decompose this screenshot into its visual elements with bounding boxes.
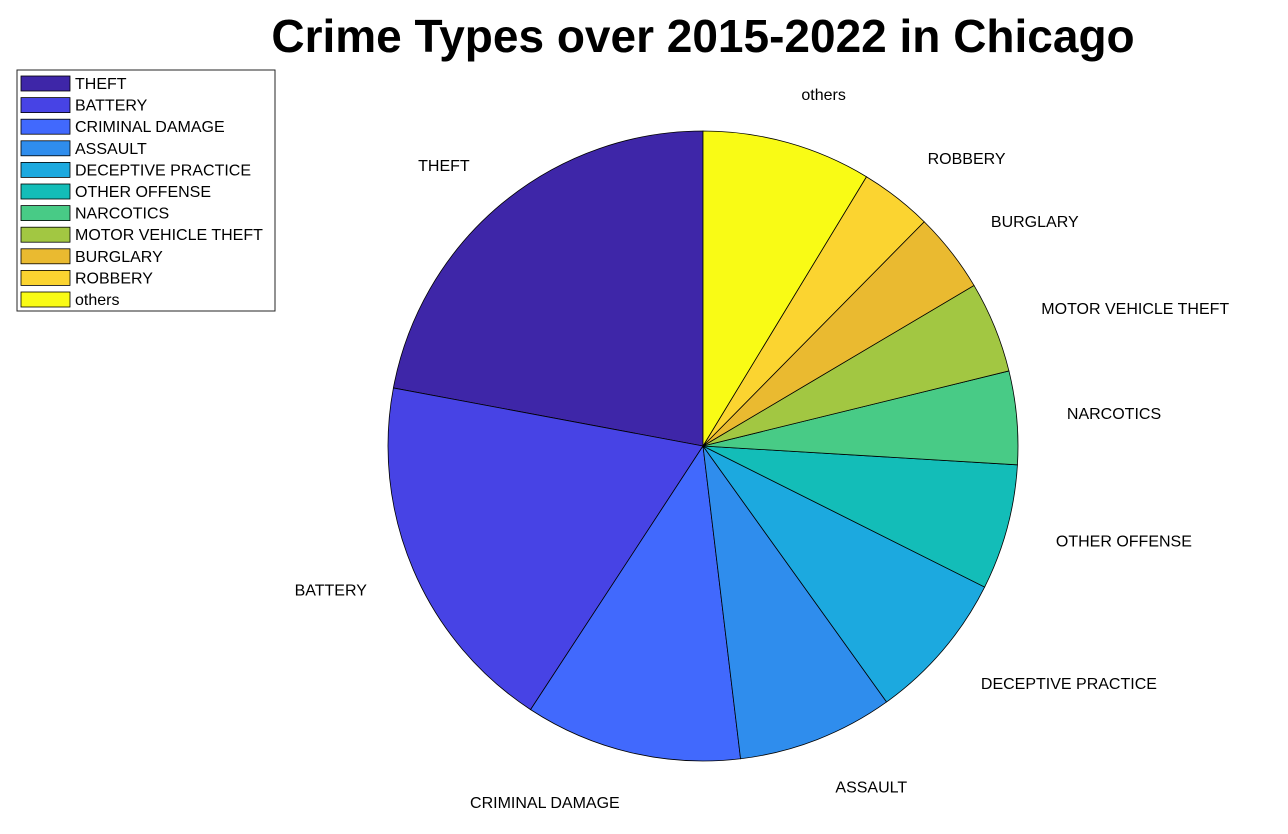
legend-swatch-criminal-damage	[20, 118, 71, 135]
slice-label-robbery: ROBBERY	[928, 151, 1006, 168]
slice-label-battery: BATTERY	[295, 582, 368, 599]
slice-label-other-offense: OTHER OFFENSE	[1056, 534, 1192, 551]
legend: THEFT BATTERY CRIMINAL DAMAGE ASSAULT DECEPT…	[16, 69, 276, 312]
legend-label-battery: BATTERY	[75, 98, 148, 115]
slice-label-burglary: BURGLARY	[991, 214, 1079, 231]
pie-slice-criminal-damage	[530, 444, 742, 762]
legend-label-narcotics: NARCOTICS	[75, 206, 169, 223]
legend-label-burglary: BURGLARY	[75, 249, 163, 266]
legend-label-others: others	[75, 292, 119, 309]
slice-label-assault: ASSAULT	[835, 780, 907, 797]
pie-slice-assault	[702, 445, 888, 760]
legend-swatch-motor-vehicle-theft	[20, 226, 71, 243]
legend-swatch-burglary	[20, 248, 71, 265]
legend-swatch-narcotics	[20, 205, 71, 222]
pie-slice-labels: THEFT BATTERY CRIMINAL DAMAGE ASSAULT DECEPT…	[295, 87, 1230, 812]
legend-swatch-assault	[20, 140, 71, 157]
legend-label-robbery: ROBBERY	[75, 270, 153, 287]
pie-slices	[387, 130, 1019, 762]
legend-swatch-other-offense	[20, 183, 71, 200]
legend-swatch-battery	[20, 97, 71, 113]
legend-swatch-others	[20, 291, 71, 308]
pie-slice-theft	[392, 130, 704, 447]
slice-label-criminal-damage: CRIMINAL DAMAGE	[470, 795, 620, 812]
pie-slice-deceptive-practice	[702, 445, 986, 703]
slice-label-theft: THEFT	[418, 158, 470, 175]
slice-label-others: others	[801, 87, 845, 104]
legend-items: THEFT BATTERY CRIMINAL DAMAGE ASSAULT DECEPT…	[20, 75, 263, 309]
legend-swatch-theft	[20, 75, 71, 92]
chart-title: Crime Types over 2015-2022 in Chicago	[271, 10, 1134, 62]
legend-swatch-robbery	[20, 269, 71, 286]
legend-label-other-offense: OTHER OFFENSE	[75, 184, 211, 201]
pie-slice-other-offense	[702, 445, 1018, 588]
legend-label-deceptive-practice: DECEPTIVE PRACTICE	[75, 162, 251, 179]
slice-label-deceptive-practice: DECEPTIVE PRACTICE	[981, 676, 1157, 693]
legend-swatch-deceptive-practice	[20, 161, 71, 178]
slice-label-motor-vehicle-theft: MOTOR VEHICLE THEFT	[1041, 301, 1229, 318]
legend-label-criminal-damage: CRIMINAL DAMAGE	[75, 119, 225, 136]
pie-slice-others	[702, 130, 867, 448]
legend-label-theft: THEFT	[75, 76, 127, 93]
legend-label-assault: ASSAULT	[75, 141, 147, 158]
pie-slice-battery	[387, 387, 704, 711]
legend-label-motor-vehicle-theft: MOTOR VEHICLE THEFT	[75, 227, 263, 244]
slice-label-narcotics: NARCOTICS	[1067, 406, 1161, 423]
